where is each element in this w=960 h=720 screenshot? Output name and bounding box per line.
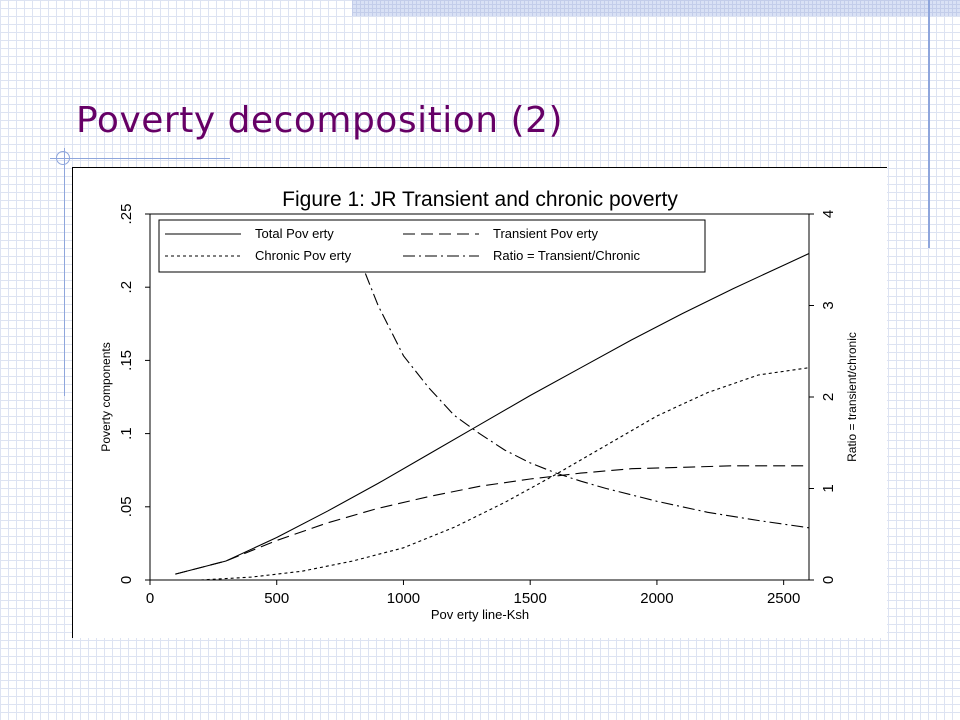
y-tick-label: .2 bbox=[118, 281, 135, 294]
y2-tick-label: 1 bbox=[820, 484, 837, 492]
legend-box bbox=[158, 219, 706, 273]
series-line-transient-pov-erty bbox=[175, 465, 809, 575]
y2-tick-label: 3 bbox=[820, 301, 837, 309]
y-tick-label: .15 bbox=[118, 350, 135, 371]
header-pattern-band bbox=[352, 0, 960, 16]
series-line-chronic-pov-erty bbox=[200, 367, 809, 580]
x-axis: 0 500 1000 1500 2000 2500 bbox=[146, 580, 800, 607]
y-axis-right: 0 1 2 3 4 bbox=[809, 210, 837, 584]
chart-frame: Figure 1: JR Transient and chronic pover… bbox=[72, 167, 887, 638]
x-tick-label: 1500 bbox=[514, 590, 547, 607]
series-layer bbox=[175, 253, 809, 580]
legend-entry: Total Pov erty bbox=[255, 226, 334, 241]
decorative-left-line bbox=[64, 148, 65, 396]
chart: Figure 1: JR Transient and chronic pover… bbox=[73, 168, 887, 638]
y2-tick-label: 4 bbox=[820, 210, 837, 218]
decorative-vertical-line bbox=[928, 0, 930, 248]
x-tick-label: 0 bbox=[146, 590, 154, 607]
series-line-total-pov-erty bbox=[175, 253, 809, 575]
y2-tick-label: 0 bbox=[820, 576, 837, 584]
y-tick-label: 0 bbox=[118, 576, 135, 584]
legend-entry: Chronic Pov erty bbox=[255, 248, 352, 263]
legend-entry: Ratio = Transient/Chronic bbox=[493, 248, 641, 263]
y-tick-label: .05 bbox=[118, 496, 135, 517]
x-tick-label: 2500 bbox=[767, 590, 800, 607]
y-axis-left: 0 .05 .1 .15 .2 .25 bbox=[118, 204, 150, 584]
y-tick-label: .25 bbox=[118, 204, 135, 225]
slide-title: Poverty decomposition (2) bbox=[76, 100, 563, 141]
y2-axis-label: Ratio = transient/chronic bbox=[845, 332, 859, 462]
legend: Total Pov erty Transient Pov erty Chronic … bbox=[158, 219, 706, 273]
y2-tick-label: 2 bbox=[820, 393, 837, 401]
decorative-title-underline bbox=[50, 158, 230, 159]
x-tick-label: 1000 bbox=[387, 590, 420, 607]
x-tick-label: 500 bbox=[264, 590, 289, 607]
y-tick-label: .1 bbox=[118, 427, 135, 440]
x-axis-label: Pov erty line-Ksh bbox=[431, 607, 529, 622]
y-axis-label: Poverty components bbox=[99, 342, 113, 451]
chart-svg: Figure 1: JR Transient and chronic pover… bbox=[99, 188, 859, 622]
chart-title: Figure 1: JR Transient and chronic pover… bbox=[282, 188, 678, 211]
series-line-ratio-transient-chronic bbox=[364, 273, 809, 529]
legend-entry: Transient Pov erty bbox=[493, 226, 599, 241]
decorative-circle-icon bbox=[56, 151, 70, 165]
x-tick-label: 2000 bbox=[640, 590, 673, 607]
